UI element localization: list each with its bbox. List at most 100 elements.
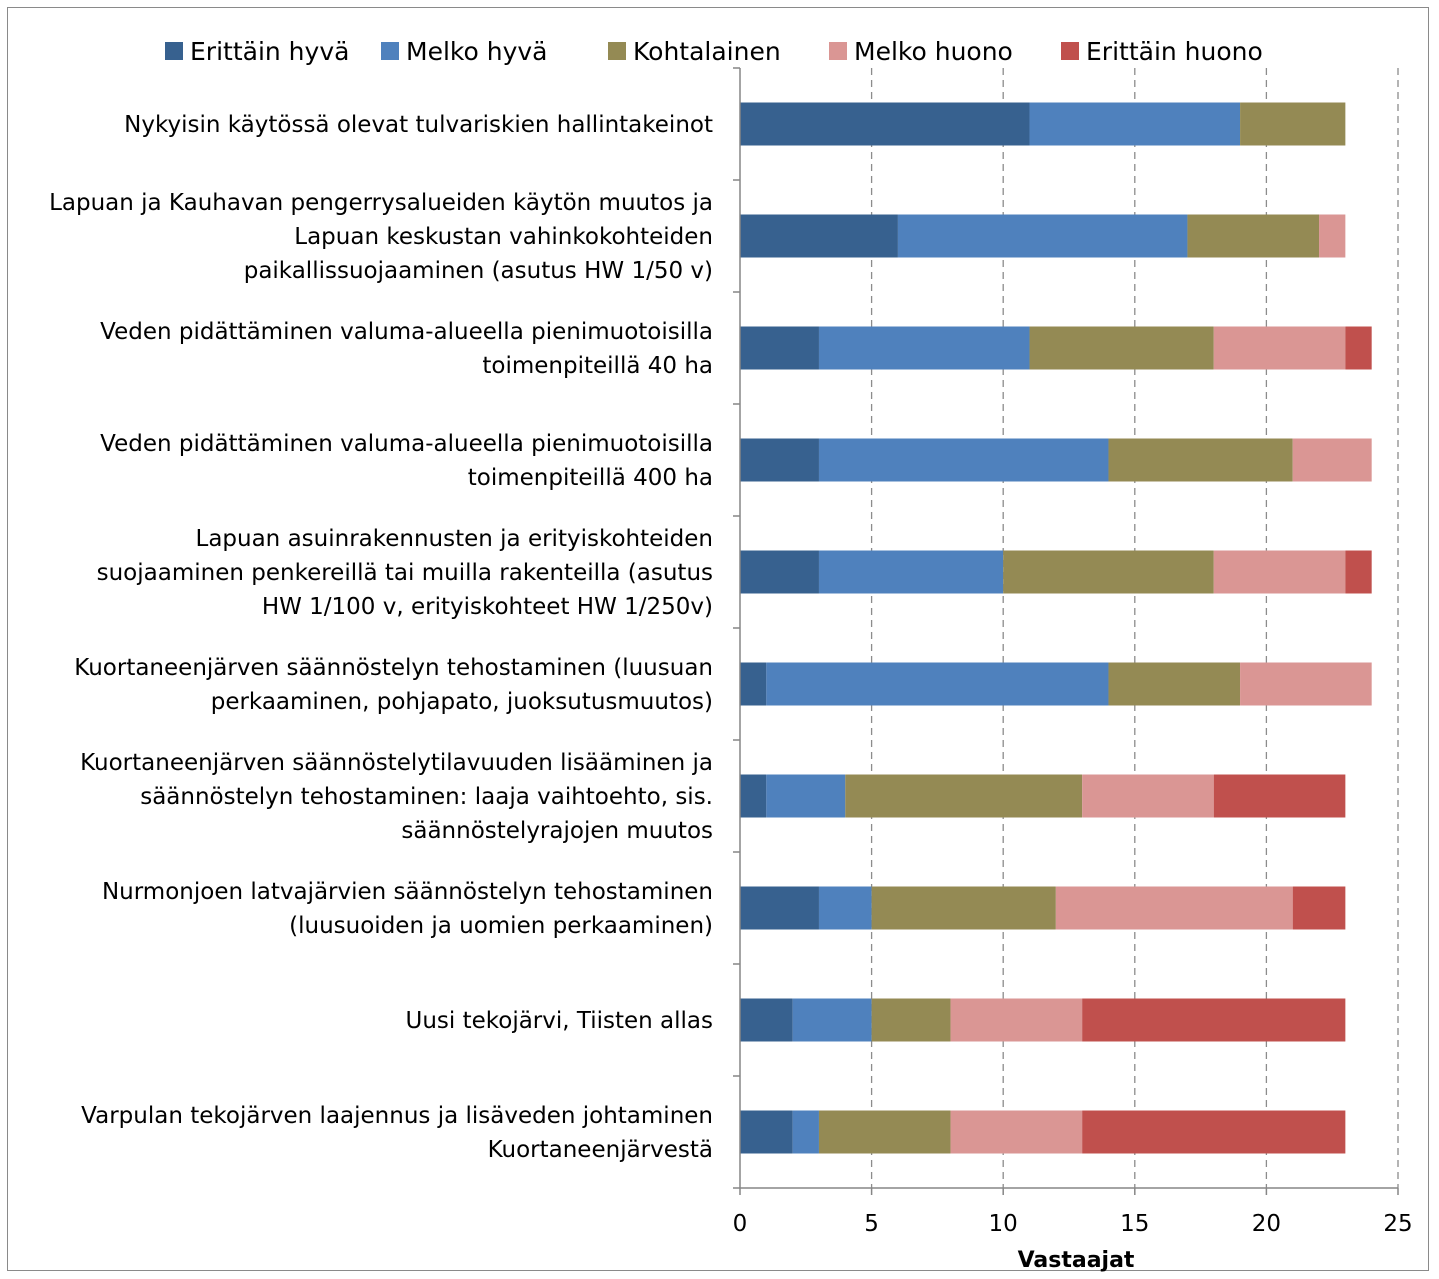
category-label: Lapuan asuinrakennusten ja erityiskohtei… — [97, 526, 713, 620]
category-label: Kuortaneenjärven säännöstelyn tehostamin… — [74, 655, 713, 715]
bar-segment — [1345, 550, 1372, 594]
category-label-line: suojaaminen penkereillä tai muilla raken… — [97, 560, 713, 586]
bar-segment — [1292, 886, 1346, 930]
bar-segment — [950, 1110, 1083, 1154]
category-label-line: säännöstelyn tehostaminen: laaja vaihtoe… — [140, 784, 713, 810]
bar-segment — [1240, 662, 1372, 706]
category-label: Lapuan ja Kauhavan pengerrysalueiden käy… — [49, 190, 713, 284]
bar-segment — [818, 438, 1109, 482]
bar-segment — [740, 326, 819, 370]
category-label-line: Veden pidättäminen valuma-alueella pieni… — [100, 431, 713, 457]
bar-segment — [1055, 886, 1293, 930]
legend-swatch — [1061, 42, 1079, 60]
category-label: Nykyisin käytössä olevat tulvariskien ha… — [124, 112, 713, 138]
x-tick-label: 0 — [733, 1211, 748, 1237]
bar-segment — [1108, 438, 1293, 482]
bar-segment — [1108, 662, 1241, 706]
bar-segment — [1003, 550, 1214, 594]
bar-segment — [845, 774, 1083, 818]
legend-swatch — [165, 42, 183, 60]
x-tick-label: 20 — [1252, 1211, 1281, 1237]
bar-segment — [792, 1110, 819, 1154]
category-label: Veden pidättäminen valuma-alueella pieni… — [100, 431, 713, 491]
bar-segment — [740, 550, 819, 594]
legend-label: Melko huono — [854, 37, 1013, 66]
legend-swatch — [381, 42, 399, 60]
category-label-line: Kuortaneenjärven säännöstelyn tehostamin… — [74, 655, 713, 681]
category-label-line: Nykyisin käytössä olevat tulvariskien ha… — [124, 112, 713, 138]
category-labels: Nykyisin käytössä olevat tulvariskien ha… — [49, 112, 713, 1163]
bar-segment — [740, 886, 819, 930]
x-axis-title: Vastaajat — [1018, 1248, 1135, 1273]
category-label-line: toimenpiteillä 40 ha — [482, 353, 713, 379]
legend: Erittäin hyvä Melko hyvä Kohtalainen Melko … — [165, 37, 1263, 66]
tick-labels: 0 5 10 15 20 25 — [733, 1211, 1413, 1237]
category-label-line: paikallissuojaaminen (asutus HW 1/50 v) — [244, 258, 713, 284]
category-label-line: Kuortaneenjärven säännöstelytilavuuden l… — [80, 750, 713, 776]
bar-segment — [1187, 214, 1320, 258]
bar-segment — [1345, 326, 1372, 370]
category-label-line: Lapuan ja Kauhavan pengerrysalueiden käy… — [49, 190, 713, 216]
chart-frame — [7, 7, 1429, 1271]
bar-segment — [1213, 550, 1346, 594]
legend-label: Erittäin huono — [1086, 37, 1263, 66]
bar-segment — [1082, 998, 1346, 1042]
legend-swatch — [829, 42, 847, 60]
category-label-line: säännöstelyrajojen muutos — [401, 818, 713, 844]
bar-segment — [1319, 214, 1346, 258]
bar-segment — [740, 102, 1030, 146]
legend-label: Melko hyvä — [406, 37, 547, 66]
bar-segment — [766, 774, 846, 818]
bar-segment — [1029, 326, 1214, 370]
bar-segment — [818, 550, 1004, 594]
category-label-line: toimenpiteillä 400 ha — [468, 465, 713, 491]
bar-segment — [740, 662, 767, 706]
axes — [733, 67, 1399, 1195]
bar-segment — [897, 214, 1188, 258]
category-label-line: Kuortaneenjärvestä — [488, 1137, 713, 1163]
bar-segment — [871, 886, 1056, 930]
legend-label: Kohtalainen — [633, 37, 781, 66]
bar-segment — [1082, 1110, 1346, 1154]
legend-label: Erittäin hyvä — [190, 37, 349, 66]
bar-segment — [740, 998, 793, 1042]
bar-segment — [818, 886, 872, 930]
bar-segment — [1213, 326, 1346, 370]
bar-segment — [1292, 438, 1372, 482]
category-label-line: perkaaminen, pohjapato, juoksutusmuutos) — [211, 689, 713, 715]
bar-segment — [1213, 774, 1346, 818]
category-label: Kuortaneenjärven säännöstelytilavuuden l… — [80, 750, 713, 844]
category-label-line: HW 1/100 v, erityiskohteet HW 1/250v) — [262, 594, 713, 620]
category-label-line: Lapuan keskustan vahinkokohteiden — [294, 224, 713, 250]
category-label-line: Nurmonjoen latvajärvien säännöstelyn teh… — [102, 879, 713, 905]
category-label-line: (luusuoiden ja uomien perkaaminen) — [289, 913, 713, 939]
x-tick-label: 5 — [864, 1211, 879, 1237]
bar-segment — [740, 1110, 793, 1154]
bars — [740, 102, 1372, 1154]
bar-segment — [766, 662, 1109, 706]
bar-segment — [792, 998, 872, 1042]
bar-segment — [950, 998, 1083, 1042]
category-label: Varpulan tekojärven laajennus ja lisäved… — [81, 1103, 713, 1163]
x-tick-label: 25 — [1383, 1211, 1412, 1237]
bar-segment — [871, 998, 951, 1042]
category-label-line: Uusi tekojärvi, Tiisten allas — [405, 1008, 713, 1034]
bar-segment — [1240, 102, 1346, 146]
bar-segment — [818, 1110, 951, 1154]
category-label-line: Varpulan tekojärven laajennus ja lisäved… — [81, 1103, 713, 1129]
category-label: Uusi tekojärvi, Tiisten allas — [405, 1008, 713, 1034]
x-tick-label: 15 — [1120, 1211, 1149, 1237]
bar-segment — [740, 438, 819, 482]
bar-segment — [818, 326, 1030, 370]
legend-swatch — [608, 42, 626, 60]
bar-segment — [740, 214, 898, 258]
category-label: Veden pidättäminen valuma-alueella pieni… — [100, 319, 713, 379]
bar-segment — [1082, 774, 1214, 818]
bar-segment — [740, 774, 767, 818]
bar-segment — [1029, 102, 1241, 146]
category-label-line: Veden pidättäminen valuma-alueella pieni… — [100, 319, 713, 345]
category-label-line: Lapuan asuinrakennusten ja erityiskohtei… — [196, 526, 714, 552]
x-tick-label: 10 — [989, 1211, 1018, 1237]
category-label: Nurmonjoen latvajärvien säännöstelyn teh… — [102, 879, 713, 939]
